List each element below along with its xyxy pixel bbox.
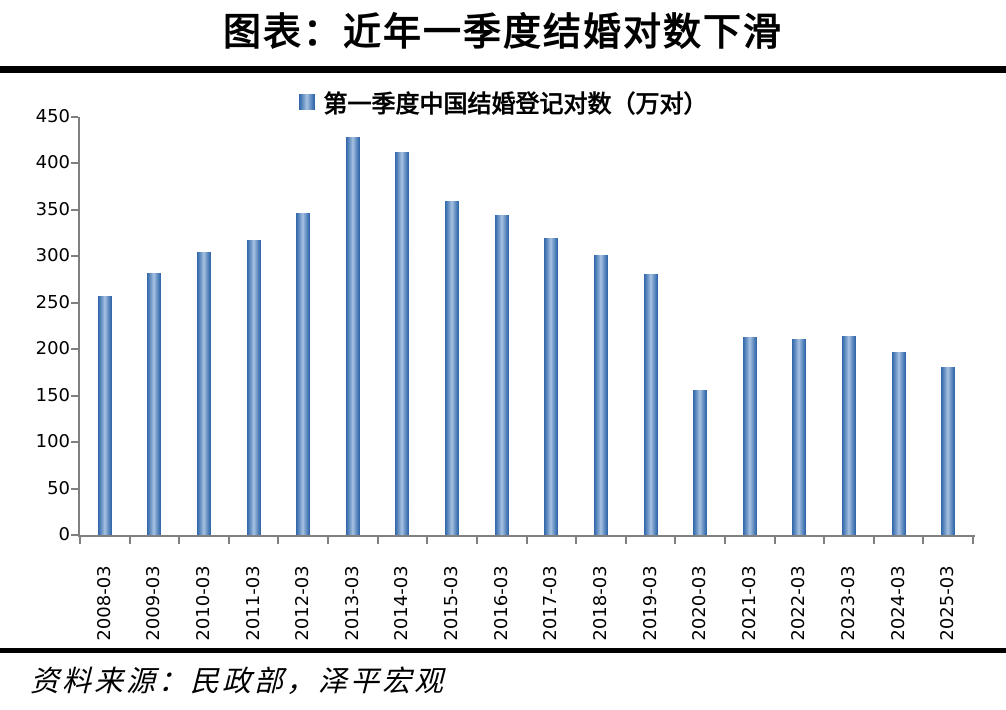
y-axis-tick <box>71 348 78 351</box>
x-axis-tick-label: 2013-03 <box>342 565 363 641</box>
x-axis-tick <box>475 537 478 544</box>
y-axis-tick-label: 200 <box>35 338 70 360</box>
bar <box>98 296 112 535</box>
y-axis-tick <box>71 208 78 211</box>
x-axis-tick-label: 2022-03 <box>788 565 809 641</box>
y-axis-tick-label: 250 <box>35 291 70 313</box>
y-axis-tick <box>71 162 78 165</box>
y-axis-tick <box>71 116 78 118</box>
x-axis-line <box>78 535 975 537</box>
bar <box>842 336 856 535</box>
x-axis-tick <box>426 537 429 544</box>
chart-title: 图表：近年一季度结婚对数下滑 <box>222 9 783 54</box>
bar <box>395 152 409 535</box>
y-axis-tick-label: 0 <box>58 524 70 545</box>
bottom-divider <box>0 648 1006 653</box>
x-axis-tick-label: 2025-03 <box>937 565 958 641</box>
x-axis-tick-label: 2019-03 <box>640 565 661 641</box>
y-axis-tick <box>71 394 78 397</box>
x-axis-tick <box>327 537 330 544</box>
y-axis-tick-label: 50 <box>47 477 70 499</box>
x-axis-tick <box>277 537 280 544</box>
x-axis-tick <box>376 537 379 544</box>
x-axis-tick <box>624 537 627 544</box>
x-axis-tick-label: 2017-03 <box>540 565 561 641</box>
bar <box>495 215 509 535</box>
bar <box>693 390 707 535</box>
top-divider <box>0 66 1006 73</box>
x-axis-tick <box>922 537 925 544</box>
bar <box>544 238 558 535</box>
bar <box>296 213 310 535</box>
legend-swatch-icon <box>298 93 315 110</box>
x-axis-tick-label: 2011-03 <box>243 565 264 641</box>
bar <box>892 352 906 535</box>
x-axis-tick-label: 2009-03 <box>143 565 164 641</box>
x-axis-tick-label: 2023-03 <box>838 565 859 641</box>
bar <box>644 274 658 535</box>
x-axis-tick <box>575 537 578 544</box>
x-axis-tick-label: 2021-03 <box>739 565 760 641</box>
x-axis-tick <box>227 537 230 544</box>
x-axis-tick-label: 2024-03 <box>888 565 909 641</box>
bar <box>247 240 261 535</box>
x-axis-tick-label: 2020-03 <box>689 565 710 641</box>
x-axis-tick <box>128 537 131 544</box>
bar <box>147 273 161 535</box>
legend-label: 第一季度中国结婚登记对数（万对） <box>323 89 708 118</box>
y-axis-tick <box>71 534 78 536</box>
y-axis-tick <box>71 441 78 444</box>
source-note: 资料来源：民政部，泽平宏观 <box>30 664 447 698</box>
x-axis-tick-label: 2014-03 <box>391 565 412 641</box>
bar <box>197 252 211 535</box>
x-axis-tick-label: 2018-03 <box>590 565 611 641</box>
bar <box>941 367 955 535</box>
bar <box>346 137 360 535</box>
y-axis-tick-label: 450 <box>35 106 70 127</box>
bar <box>594 255 608 535</box>
x-axis-tick-label: 2016-03 <box>491 565 512 641</box>
x-axis-tick-label: 2015-03 <box>441 565 462 641</box>
x-axis-tick <box>723 537 726 544</box>
y-axis-line <box>78 117 80 537</box>
x-axis-tick-label: 2012-03 <box>292 565 313 641</box>
legend: 第一季度中国结婚登记对数（万对） <box>0 84 1006 119</box>
x-axis-tick-label: 2008-03 <box>94 565 115 641</box>
y-axis-tick <box>71 487 78 490</box>
x-axis-tick <box>972 537 974 544</box>
x-axis-tick <box>79 537 81 544</box>
y-axis-tick-label: 300 <box>35 245 70 267</box>
x-axis-tick <box>823 537 826 544</box>
x-axis-tick <box>674 537 677 544</box>
x-axis-tick <box>773 537 776 544</box>
y-axis-tick-label: 350 <box>35 198 70 220</box>
x-axis-tick <box>178 537 181 544</box>
y-axis-tick-label: 100 <box>35 431 70 453</box>
y-axis-tick-label: 400 <box>35 152 70 174</box>
x-axis-tick <box>872 537 875 544</box>
y-axis-tick <box>71 255 78 258</box>
y-axis-tick-label: 150 <box>35 384 70 406</box>
y-axis-tick <box>71 301 78 304</box>
bar <box>445 201 459 535</box>
bar <box>792 339 806 535</box>
x-axis-tick-label: 2010-03 <box>193 565 214 641</box>
x-axis-tick <box>525 537 528 544</box>
bar-chart-plot-area: 0 50 100 150 200 250 300 350 400 450 2008-03 2009-0… <box>0 107 1006 647</box>
bar <box>743 337 757 535</box>
